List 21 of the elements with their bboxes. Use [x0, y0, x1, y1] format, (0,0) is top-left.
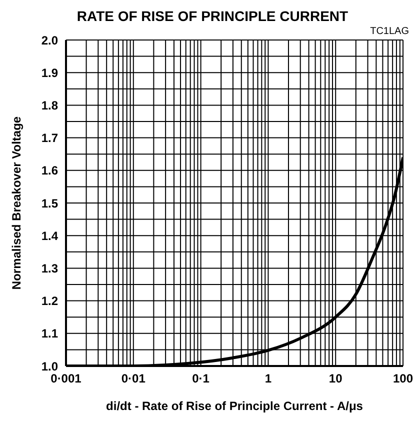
y-tick-label: 1.2 [41, 294, 58, 308]
y-tick-label: 1.6 [41, 164, 58, 178]
text: TC1LAG [370, 26, 409, 37]
y-tick-label: 1.5 [41, 196, 58, 210]
y-tick-label: 1.7 [41, 131, 58, 146]
x-tick-label: 1 [264, 372, 272, 386]
y-tick-label: 2.0 [41, 33, 58, 48]
y-tick-label: 1.1 [41, 326, 58, 341]
y-tick-label: 1.4 [41, 228, 58, 243]
x-tick-label: 100 [392, 372, 414, 386]
y-tick-label: 1.3 [41, 261, 58, 276]
x-tick-label: 0·01 [121, 372, 146, 386]
x-tick-label: 10 [328, 372, 343, 386]
chart-title: RATE OF RISE OF PRINCIPLE CURRENT [76, 8, 350, 26]
x-tick-label: 0·001 [50, 372, 82, 386]
x-axis-title: di/dt - Rate of Rise of Principle Current - A/μs [106, 399, 364, 413]
y-axis-title: Normalised Breakover Voltage [9, 116, 24, 290]
y-tick-label: 1.0 [41, 359, 58, 374]
y-tick-label: 1.9 [41, 66, 58, 80]
y-tick-label: 1.8 [41, 98, 58, 112]
x-tick-label: 0·1 [192, 372, 210, 386]
